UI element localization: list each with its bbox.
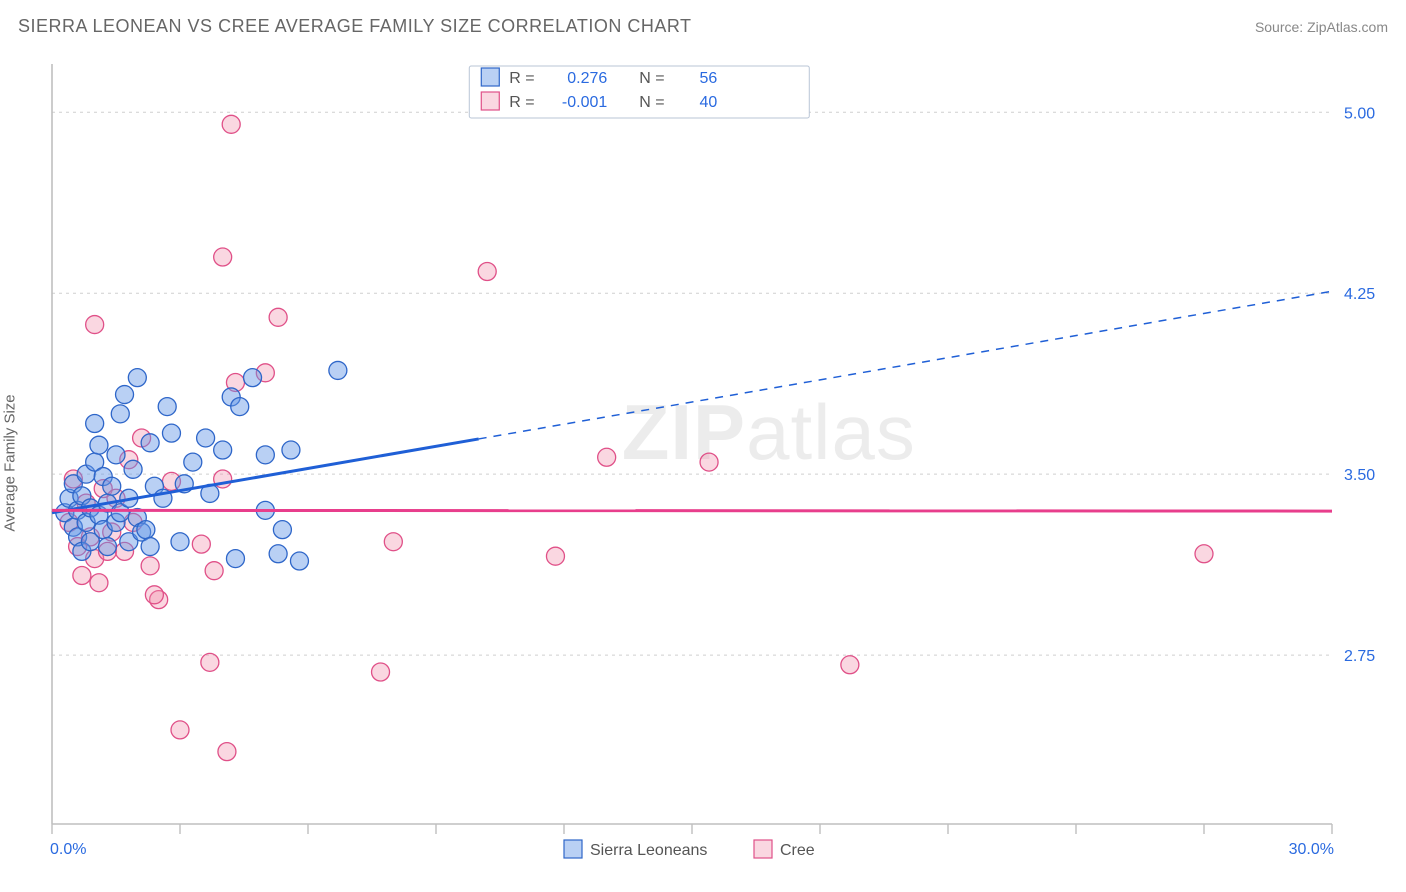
data-point <box>329 361 347 379</box>
data-point <box>1195 545 1213 563</box>
scatter-chart: 2.75 3.50 4.25 5.00 ZIPatlas 0.0% 30.0% R = 0.27… <box>18 54 1388 872</box>
data-point <box>197 429 215 447</box>
data-point <box>184 453 202 471</box>
data-point <box>244 369 262 387</box>
data-point <box>86 316 104 334</box>
data-point <box>141 538 159 556</box>
data-point <box>162 424 180 442</box>
data-point <box>700 453 718 471</box>
series-legend: Sierra Leoneans Cree <box>564 840 815 859</box>
data-point <box>103 477 121 495</box>
data-point <box>98 538 116 556</box>
header-bar: SIERRA LEONEAN VS CREE AVERAGE FAMILY SI… <box>18 16 1388 37</box>
data-point <box>231 398 249 416</box>
svg-text:N =: N = <box>639 94 664 111</box>
svg-text:56: 56 <box>699 70 717 87</box>
svg-text:Cree: Cree <box>780 842 815 859</box>
data-point <box>137 521 155 539</box>
svg-text:-0.001: -0.001 <box>562 94 607 111</box>
source-name: ZipAtlas.com <box>1307 19 1388 35</box>
y-axis-label: Average Family Size <box>2 394 19 531</box>
data-point <box>158 398 176 416</box>
data-point <box>546 547 564 565</box>
data-point <box>269 308 287 326</box>
data-point <box>598 448 616 466</box>
data-point <box>372 663 390 681</box>
svg-text:R =: R = <box>509 94 534 111</box>
data-point <box>290 552 308 570</box>
data-point <box>478 262 496 280</box>
data-point <box>116 386 134 404</box>
data-point <box>111 405 129 423</box>
svg-text:Sierra Leoneans: Sierra Leoneans <box>590 842 707 859</box>
data-point <box>145 586 163 604</box>
svg-text:ZIPatlas: ZIPatlas <box>622 388 916 476</box>
data-point <box>226 550 244 568</box>
svg-text:0.276: 0.276 <box>567 70 607 87</box>
data-point <box>201 653 219 671</box>
data-point <box>171 533 189 551</box>
data-point <box>90 436 108 454</box>
source-prefix: Source: <box>1255 19 1307 35</box>
data-point <box>124 460 142 478</box>
svg-text:0.0%: 0.0% <box>50 841 86 858</box>
svg-text:40: 40 <box>699 94 717 111</box>
data-point <box>269 545 287 563</box>
chart-title: SIERRA LEONEAN VS CREE AVERAGE FAMILY SI… <box>18 16 692 37</box>
chart-container: Average Family Size 2.753.504.255.00ZIPa… <box>18 54 1388 872</box>
data-point <box>107 446 125 464</box>
data-point <box>171 721 189 739</box>
data-point <box>205 562 223 580</box>
svg-text:30.0%: 30.0% <box>1289 841 1334 858</box>
svg-text:N =: N = <box>639 70 664 87</box>
data-point <box>214 248 232 266</box>
svg-text:R =: R = <box>509 70 534 87</box>
data-point <box>222 115 240 133</box>
data-point <box>214 441 232 459</box>
data-point <box>218 743 236 761</box>
svg-text:3.50: 3.50 <box>1344 467 1375 484</box>
svg-text:5.00: 5.00 <box>1344 105 1375 122</box>
data-point <box>73 566 91 584</box>
data-point <box>128 369 146 387</box>
data-point <box>256 446 274 464</box>
data-point <box>384 533 402 551</box>
data-point <box>192 535 210 553</box>
data-point <box>90 574 108 592</box>
svg-text:2.75: 2.75 <box>1344 648 1375 665</box>
source-credit: Source: ZipAtlas.com <box>1255 19 1388 35</box>
svg-text:4.25: 4.25 <box>1344 286 1375 303</box>
data-point <box>841 656 859 674</box>
data-point <box>282 441 300 459</box>
data-point <box>273 521 291 539</box>
data-point <box>86 414 104 432</box>
data-point <box>141 434 159 452</box>
data-point <box>141 557 159 575</box>
